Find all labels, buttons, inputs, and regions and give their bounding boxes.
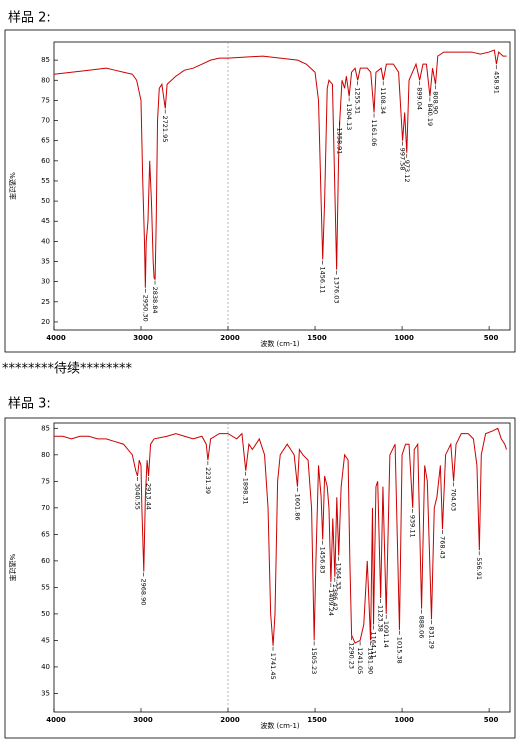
peak-label: 1123.38 xyxy=(377,605,385,632)
peak-label: 1456.11 xyxy=(319,267,327,294)
y-tick-label: 70 xyxy=(41,117,50,125)
x-tick-label: 2000 xyxy=(220,334,240,342)
peak-label: 458.91 xyxy=(492,71,500,94)
peak-label: 973.12 xyxy=(403,160,411,183)
x-axis-label: 波数 (cm-1) xyxy=(260,339,300,348)
peak-label: 1741.45 xyxy=(269,653,277,680)
x-tick-label: 500 xyxy=(484,716,499,724)
peak-label: 1290.23 xyxy=(348,642,356,669)
y-tick-label: 35 xyxy=(41,258,50,266)
y-tick-label: 70 xyxy=(41,504,50,512)
peak-label: 1505.23 xyxy=(310,647,318,674)
peak-label: 1898.31 xyxy=(242,478,250,505)
y-tick-label: 85 xyxy=(41,56,50,64)
y-tick-label: 40 xyxy=(41,237,50,245)
y-tick-label: 85 xyxy=(41,424,50,432)
x-tick-label: 2000 xyxy=(220,716,240,724)
y-tick-label: 75 xyxy=(41,96,50,104)
y-axis-label: %透过率 xyxy=(8,172,17,200)
x-tick-label: 1000 xyxy=(394,334,414,342)
y-tick-label: 50 xyxy=(41,197,50,205)
y-tick-label: 35 xyxy=(41,689,50,697)
plot-area xyxy=(53,41,511,331)
peak-label: 2231.39 xyxy=(204,467,212,494)
x-tick-label: 1000 xyxy=(394,716,414,724)
peak-label: 1364.33 xyxy=(335,563,343,590)
y-tick-label: 80 xyxy=(41,451,50,459)
x-tick-label: 3000 xyxy=(133,716,153,724)
y-tick-label: 20 xyxy=(41,318,50,326)
y-tick-label: 45 xyxy=(41,217,50,225)
y-tick-label: 25 xyxy=(41,298,50,306)
y-tick-label: 45 xyxy=(41,636,50,644)
y-tick-label: 40 xyxy=(41,663,50,671)
x-tick-label: 1500 xyxy=(307,334,327,342)
spectrum-line xyxy=(53,49,507,288)
peak-label: 1108.34 xyxy=(379,87,387,114)
x-tick-label: 4000 xyxy=(46,334,66,342)
plot-area xyxy=(53,422,511,713)
y-axis-label: %透过率 xyxy=(8,554,17,582)
peak-label: 1376.03 xyxy=(333,277,341,304)
peak-label: 831.29 xyxy=(427,626,435,649)
peak-label: 1304.13 xyxy=(345,103,353,130)
peak-label: 768.43 xyxy=(438,536,446,559)
peak-label: 556.91 xyxy=(475,557,483,580)
peak-label: 1456.83 xyxy=(319,547,327,574)
peak-label: 2721.95 xyxy=(161,115,169,142)
x-tick-label: 500 xyxy=(484,334,499,342)
sample-title: 样品 3: xyxy=(8,397,51,412)
peak-label: 1164.11 xyxy=(370,632,378,659)
peak-label: 1409.24 xyxy=(327,589,335,616)
peak-label: 1241.05 xyxy=(356,647,364,674)
peak-label: 1091.14 xyxy=(382,621,390,648)
peak-label: 2968.90 xyxy=(140,578,148,605)
peak-label: 2950.30 xyxy=(141,295,149,322)
peak-label: 1255.31 xyxy=(354,87,362,114)
y-tick-label: 60 xyxy=(41,157,50,165)
peak-label: 1601.86 xyxy=(293,494,301,521)
y-tick-label: 55 xyxy=(41,583,50,591)
y-tick-label: 65 xyxy=(41,137,50,145)
sample-title: 样品 2: xyxy=(8,11,51,26)
peak-label: 939.11 xyxy=(409,515,417,538)
y-tick-label: 30 xyxy=(41,278,50,286)
peak-label: 1358.91 xyxy=(336,128,344,155)
peak-label: 1386.42 xyxy=(331,584,339,611)
x-axis-label: 波数 (cm-1) xyxy=(260,721,300,730)
y-tick-label: 80 xyxy=(41,76,50,84)
peak-label: 899.04 xyxy=(416,87,424,110)
peak-label: 840.19 xyxy=(426,103,434,126)
peak-label: 3040.55 xyxy=(133,483,141,510)
peak-label: 1015.38 xyxy=(395,637,403,664)
peak-label: 888.06 xyxy=(418,616,426,639)
y-tick-label: 75 xyxy=(41,477,50,485)
peak-label: 808.90 xyxy=(431,91,439,114)
spectrum-line xyxy=(54,427,507,646)
x-tick-label: 4000 xyxy=(46,716,66,724)
peak-label: 704.03 xyxy=(450,488,458,511)
chart-frame xyxy=(4,417,516,739)
continued-note: ********待续******** xyxy=(2,362,133,377)
y-tick-label: 65 xyxy=(41,530,50,538)
y-tick-label: 60 xyxy=(41,557,50,565)
chart-frame xyxy=(4,29,516,353)
peak-label: 1181.90 xyxy=(366,647,374,674)
x-tick-label: 3000 xyxy=(133,334,153,342)
peak-label: 2838.84 xyxy=(151,287,159,314)
x-tick-label: 1500 xyxy=(307,716,327,724)
peak-label: 1161.06 xyxy=(370,119,378,146)
y-tick-label: 50 xyxy=(41,610,50,618)
peak-label: 997.58 xyxy=(398,148,406,171)
peak-label: 2913.44 xyxy=(145,483,153,510)
y-tick-label: 55 xyxy=(41,177,50,185)
